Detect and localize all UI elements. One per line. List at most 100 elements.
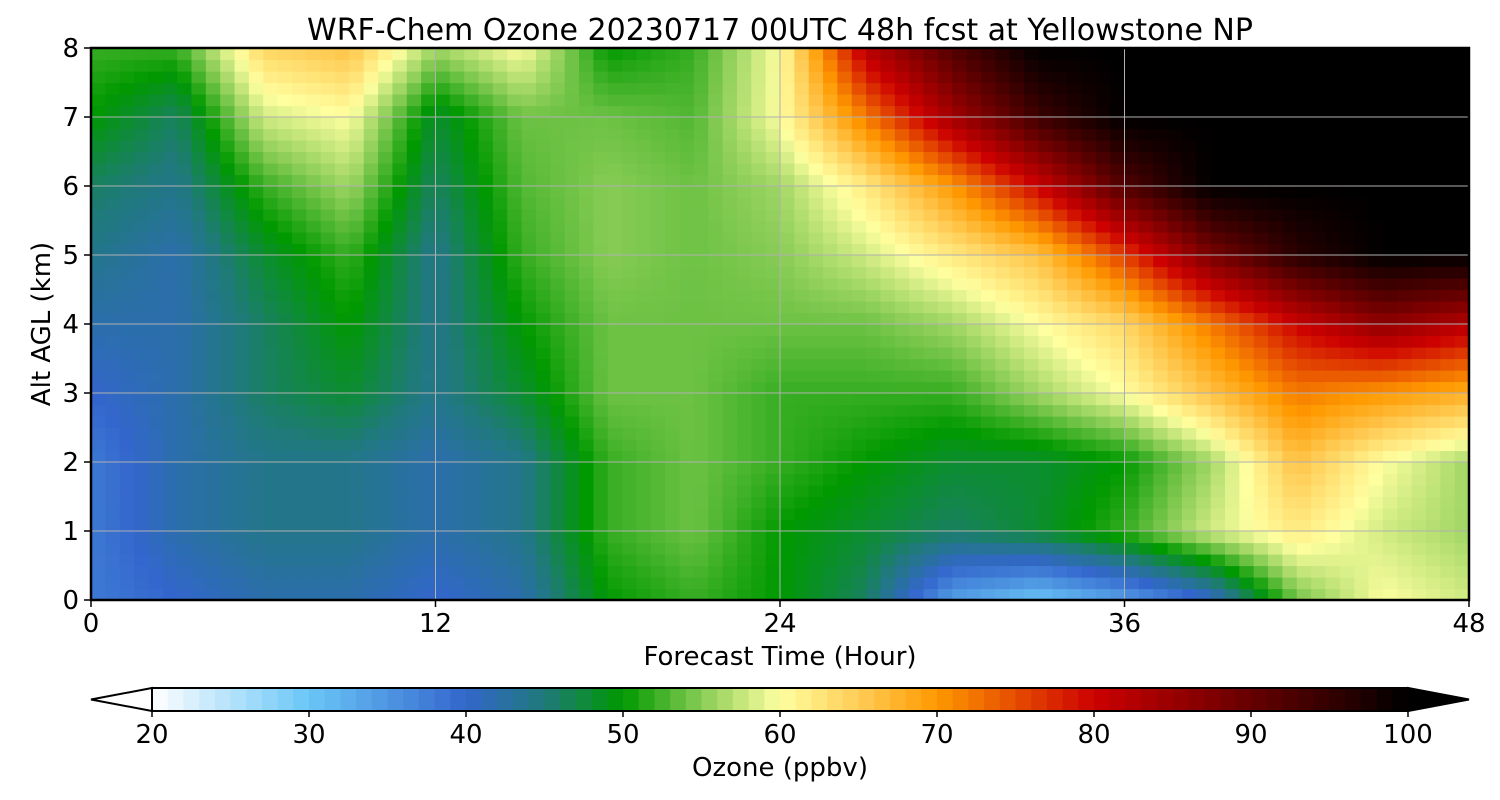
heatmap-cell	[636, 473, 652, 486]
heatmap-cell	[1253, 312, 1269, 325]
heatmap-cell	[191, 450, 207, 463]
heatmap-cell	[550, 94, 566, 107]
heatmap-cell	[134, 554, 150, 567]
heatmap-cell	[507, 105, 523, 118]
heatmap-cell	[1181, 450, 1197, 463]
heatmap-cell	[851, 255, 867, 268]
heatmap-cell	[823, 485, 839, 498]
heatmap-cell	[1282, 577, 1298, 590]
heatmap-cell	[1454, 163, 1469, 176]
heatmap-cell	[234, 255, 250, 268]
heatmap-cell	[1038, 82, 1054, 95]
heatmap-cell	[593, 439, 609, 452]
heatmap-cell	[765, 335, 781, 348]
heatmap-cell	[1440, 588, 1456, 600]
heatmap-cell	[464, 439, 480, 452]
heatmap-cell	[1382, 82, 1398, 95]
heatmap-cell	[449, 117, 465, 130]
heatmap-cell	[564, 473, 580, 486]
heatmap-cell	[406, 243, 422, 256]
heatmap-cell	[406, 416, 422, 429]
heatmap-cell	[521, 128, 537, 141]
heatmap-cell	[894, 496, 910, 509]
heatmap-cell	[808, 128, 824, 141]
heatmap-cell	[1282, 255, 1298, 268]
heatmap-cell	[937, 416, 953, 429]
heatmap-cell	[837, 163, 853, 176]
heatmap-cell	[650, 128, 666, 141]
heatmap-cell	[894, 588, 910, 600]
heatmap-cell	[148, 163, 164, 176]
heatmap-cell	[1067, 519, 1083, 532]
heatmap-cell	[406, 186, 422, 199]
heatmap-cell	[550, 186, 566, 199]
heatmap-cell	[693, 347, 709, 360]
heatmap-cell	[1224, 508, 1240, 521]
heatmap-cell	[1124, 358, 1140, 371]
heatmap-cell	[679, 577, 695, 590]
heatmap-cell	[593, 128, 609, 141]
y-tick-label: 2	[62, 448, 79, 478]
heatmap-cell	[363, 197, 379, 210]
heatmap-cell	[1052, 117, 1068, 130]
heatmap-cell	[1196, 94, 1212, 107]
heatmap-cell	[277, 393, 293, 406]
heatmap-cell	[349, 186, 365, 199]
heatmap-cell	[923, 381, 939, 394]
heatmap-cell	[808, 174, 824, 187]
heatmap-cell	[363, 186, 379, 199]
heatmap-cell	[1454, 48, 1469, 61]
heatmap-cell	[119, 347, 135, 360]
heatmap-cell	[234, 140, 250, 153]
heatmap-cell	[550, 577, 566, 590]
heatmap-cell	[966, 71, 982, 84]
heatmap-cell	[464, 347, 480, 360]
heatmap-cell	[880, 358, 896, 371]
heatmap-cell	[837, 588, 853, 600]
heatmap-cell	[923, 278, 939, 291]
heatmap-cell	[622, 450, 638, 463]
heatmap-cell	[909, 209, 925, 222]
heatmap-cell	[392, 542, 408, 555]
heatmap-cell	[1052, 588, 1068, 600]
heatmap-cell	[191, 220, 207, 233]
heatmap-cell	[277, 71, 293, 84]
heatmap-cell	[1239, 59, 1255, 72]
heatmap-cell	[492, 358, 508, 371]
heatmap-cell	[464, 542, 480, 555]
heatmap-cell	[1138, 496, 1154, 509]
heatmap-cell	[1181, 554, 1197, 567]
heatmap-cell	[191, 577, 207, 590]
heatmap-cell	[1153, 174, 1169, 187]
heatmap-cell	[751, 335, 767, 348]
heatmap-cell	[693, 565, 709, 578]
heatmap-cell	[564, 358, 580, 371]
heatmap-cell	[234, 82, 250, 95]
heatmap-cell	[191, 496, 207, 509]
heatmap-cell	[736, 554, 752, 567]
heatmap-cell	[1167, 427, 1183, 440]
heatmap-cell	[263, 565, 279, 578]
heatmap-cell	[291, 220, 307, 233]
heatmap-cell	[177, 94, 193, 107]
heatmap-cell	[1397, 439, 1413, 452]
heatmap-cell	[693, 151, 709, 164]
heatmap-cell	[794, 393, 810, 406]
heatmap-cell	[363, 370, 379, 383]
heatmap-cell	[1138, 289, 1154, 302]
heatmap-cell	[335, 404, 350, 417]
heatmap-cell	[837, 347, 853, 360]
heatmap-cell	[1009, 151, 1025, 164]
heatmap-cell	[535, 48, 551, 61]
heatmap-cell	[478, 105, 494, 118]
heatmap-cell	[1024, 82, 1039, 95]
heatmap-cell	[980, 174, 996, 187]
heatmap-cell	[1138, 186, 1154, 199]
heatmap-cell	[435, 565, 451, 578]
heatmap-cell	[1296, 82, 1312, 95]
heatmap-cell	[1009, 289, 1025, 302]
heatmap-cell	[693, 485, 709, 498]
heatmap-cell	[191, 565, 207, 578]
heatmap-cell	[693, 266, 709, 279]
heatmap-cell	[406, 105, 422, 118]
